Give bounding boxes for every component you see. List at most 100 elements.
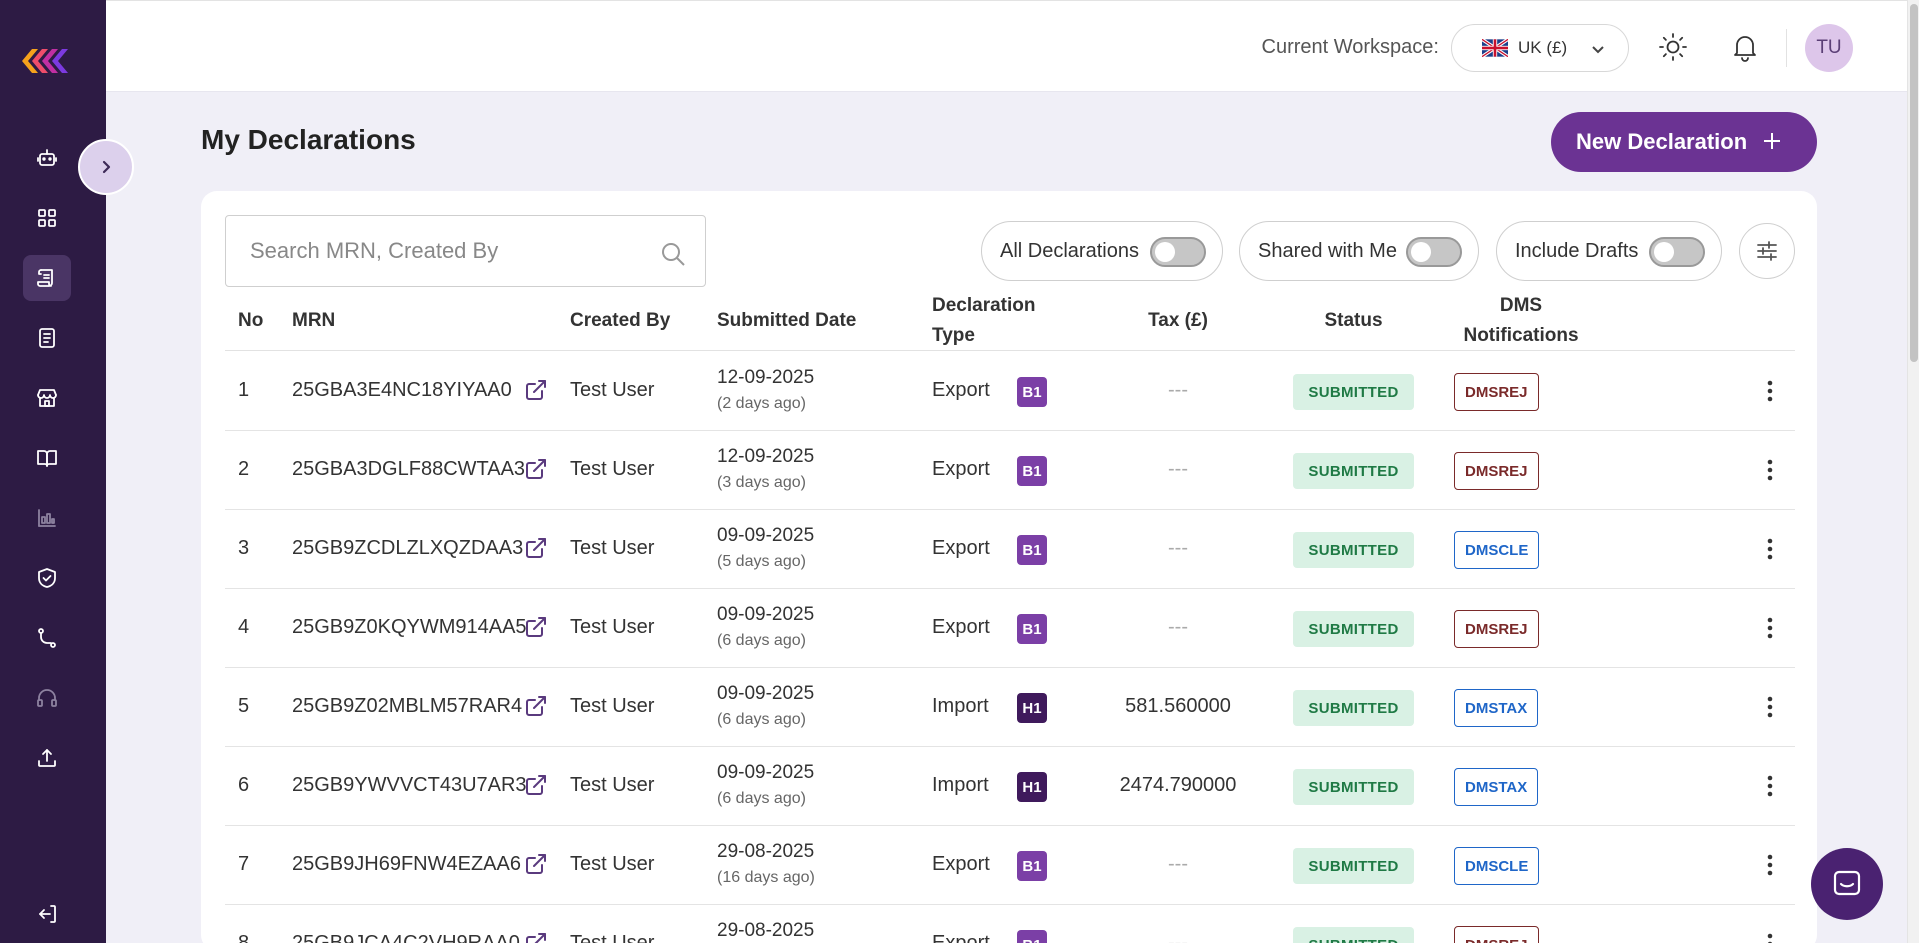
search-input[interactable] bbox=[250, 238, 650, 264]
status-badge: SUBMITTED bbox=[1293, 769, 1414, 805]
mrn-value: 25GB9JCA4C2VH9RAA0 bbox=[292, 932, 520, 943]
table-row[interactable]: 7 25GB9JH69FNW4EZAA6 Test User 29-08-2025 (1… bbox=[225, 826, 1795, 905]
dms-notification-badge[interactable]: DMSREJ bbox=[1454, 926, 1539, 943]
logout-icon bbox=[39, 905, 56, 923]
more-vertical-icon bbox=[1767, 538, 1773, 560]
created-by-value: Test User bbox=[570, 774, 655, 796]
row-actions-button[interactable] bbox=[1760, 695, 1780, 719]
open-declaration-link[interactable] bbox=[524, 852, 548, 876]
row-actions-button[interactable] bbox=[1760, 932, 1780, 943]
row-actions-button[interactable] bbox=[1760, 853, 1780, 877]
nav-robot[interactable] bbox=[23, 135, 71, 181]
open-declaration-link[interactable] bbox=[524, 536, 548, 560]
declaration-type-badge: H1 bbox=[1017, 772, 1047, 802]
nav-reports[interactable] bbox=[23, 495, 71, 541]
theme-toggle-button[interactable] bbox=[1657, 31, 1689, 63]
table-row[interactable]: 8 25GB9JCA4C2VH9RAA0 Test User 29-08-2025 Ex… bbox=[225, 905, 1795, 943]
open-declaration-link[interactable] bbox=[524, 931, 548, 943]
dms-notification-badge[interactable]: DMSREJ bbox=[1454, 452, 1539, 490]
created-by-value: Test User bbox=[570, 616, 655, 638]
filter-button[interactable] bbox=[1739, 223, 1795, 279]
row-number: 3 bbox=[238, 537, 250, 559]
table-row[interactable]: 6 25GB9YWVVCT43U7AR3 Test User 09-09-2025 (6… bbox=[225, 747, 1795, 826]
all-declarations-toggle[interactable]: All Declarations bbox=[981, 221, 1223, 281]
nav-logout[interactable] bbox=[23, 891, 71, 937]
mrn-value: 25GB9Z0KQYWM914AA5 bbox=[292, 616, 527, 638]
toggle-switch[interactable] bbox=[1406, 237, 1462, 267]
shared-with-me-toggle[interactable]: Shared with Me bbox=[1239, 221, 1479, 281]
created-by-value: Test User bbox=[570, 458, 655, 480]
open-declaration-link[interactable] bbox=[524, 615, 548, 639]
nav-support[interactable] bbox=[23, 675, 71, 721]
header-submitted-date[interactable]: Submitted Date bbox=[717, 310, 857, 331]
sidebar-expand-button[interactable] bbox=[78, 139, 134, 195]
scrollbar-thumb[interactable] bbox=[1910, 4, 1918, 362]
dms-notification-badge[interactable]: DMSREJ bbox=[1454, 610, 1539, 648]
dms-notification-badge[interactable]: DMSCLE bbox=[1454, 847, 1540, 885]
row-actions-button[interactable] bbox=[1760, 379, 1780, 403]
chat-icon bbox=[1833, 870, 1861, 896]
row-actions-button[interactable] bbox=[1760, 458, 1780, 482]
dms-notification-badge[interactable]: DMSREJ bbox=[1454, 373, 1539, 411]
header-tax[interactable]: Tax (£) bbox=[1148, 310, 1208, 331]
table-row[interactable]: 5 25GB9Z02MBLM57RAR4 Test User 09-09-2025 (6… bbox=[225, 668, 1795, 747]
table-row[interactable]: 1 25GBA3E4NC18YIYAA0 Test User 12-09-2025 (2… bbox=[225, 352, 1795, 431]
submitted-date-value: 12-09-2025 bbox=[717, 446, 815, 467]
dms-notification-badge[interactable]: DMSTAX bbox=[1454, 689, 1539, 727]
header-status[interactable]: Status bbox=[1324, 310, 1383, 331]
toggle-switch[interactable] bbox=[1649, 237, 1705, 267]
nav-upload[interactable] bbox=[23, 735, 71, 781]
row-actions-button[interactable] bbox=[1760, 537, 1780, 561]
nav-documents[interactable] bbox=[23, 315, 71, 361]
tax-value: --- bbox=[1168, 853, 1188, 875]
open-declaration-link[interactable] bbox=[524, 457, 548, 481]
sidebar bbox=[0, 0, 106, 943]
declaration-type-badge: B1 bbox=[1017, 456, 1047, 486]
external-link-icon bbox=[526, 933, 546, 943]
open-declaration-link[interactable] bbox=[524, 694, 548, 718]
search-box[interactable] bbox=[225, 215, 706, 287]
header-no[interactable]: No bbox=[238, 310, 264, 331]
more-vertical-icon bbox=[1767, 380, 1773, 402]
notifications-button[interactable] bbox=[1729, 31, 1761, 63]
external-link-icon bbox=[526, 696, 546, 716]
declaration-type-badge: B1 bbox=[1017, 851, 1047, 881]
header-dms-notifications[interactable]: DMS Notifications bbox=[1441, 291, 1601, 351]
toggle-switch[interactable] bbox=[1150, 237, 1206, 267]
nav-declarations[interactable] bbox=[23, 255, 71, 301]
table-row[interactable]: 4 25GB9Z0KQYWM914AA5 Test User 09-09-2025 (6… bbox=[225, 589, 1795, 668]
new-declaration-button[interactable]: New Declaration bbox=[1551, 112, 1817, 172]
row-number: 7 bbox=[238, 853, 250, 875]
nav-dashboard[interactable] bbox=[23, 195, 71, 241]
robot-icon bbox=[37, 149, 57, 166]
row-actions-button[interactable] bbox=[1760, 616, 1780, 640]
chat-support-button[interactable] bbox=[1811, 848, 1883, 920]
nav-store[interactable] bbox=[23, 375, 71, 421]
tax-value: --- bbox=[1168, 458, 1188, 480]
workspace-select[interactable]: UK (£) bbox=[1451, 24, 1629, 72]
dms-notification-badge[interactable]: DMSCLE bbox=[1454, 531, 1540, 569]
search-icon[interactable] bbox=[659, 240, 687, 268]
header-declaration-type[interactable]: Declaration Type bbox=[932, 291, 1035, 351]
page-title: My Declarations bbox=[201, 124, 416, 155]
row-actions-button[interactable] bbox=[1760, 774, 1780, 798]
dashboard-grid-icon bbox=[38, 209, 56, 227]
open-declaration-link[interactable] bbox=[524, 773, 548, 797]
header-mrn[interactable]: MRN bbox=[292, 310, 336, 331]
external-link-icon bbox=[526, 538, 546, 558]
open-declaration-link[interactable] bbox=[524, 378, 548, 402]
dms-notification-badge[interactable]: DMSTAX bbox=[1454, 768, 1539, 806]
nav-routes[interactable] bbox=[23, 615, 71, 661]
submitted-relative-time: (6 days ago) bbox=[717, 711, 806, 728]
user-avatar[interactable]: TU bbox=[1805, 24, 1853, 72]
more-vertical-icon bbox=[1767, 933, 1773, 943]
nav-security[interactable] bbox=[23, 555, 71, 601]
table-row[interactable]: 2 25GBA3DGLF88CWTAA3 Test User 12-09-2025 (3… bbox=[225, 431, 1795, 510]
status-badge: SUBMITTED bbox=[1293, 374, 1414, 410]
header-created-by[interactable]: Created By bbox=[570, 310, 671, 331]
app-logo[interactable] bbox=[22, 46, 72, 76]
include-drafts-toggle[interactable]: Include Drafts bbox=[1496, 221, 1722, 281]
page-scrollbar[interactable] bbox=[1907, 0, 1919, 943]
nav-guide[interactable] bbox=[23, 435, 71, 481]
table-row[interactable]: 3 25GB9ZCDLZLXQZDAA3 Test User 09-09-2025 (5… bbox=[225, 510, 1795, 589]
